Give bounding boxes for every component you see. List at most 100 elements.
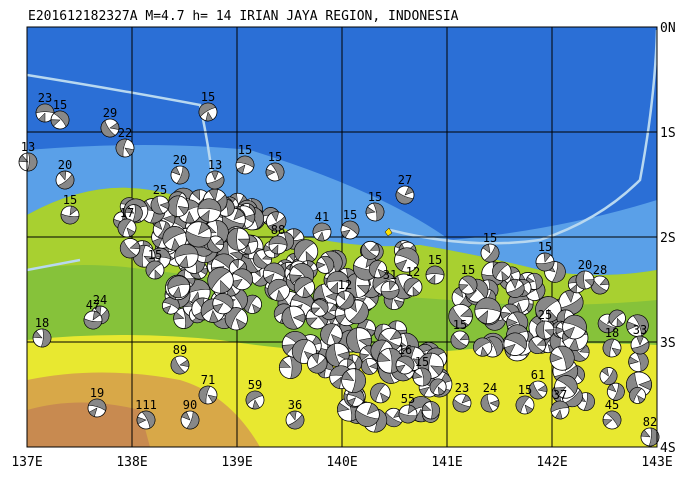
depth-label: 15 <box>461 263 475 277</box>
depth-label: 13 <box>208 158 222 172</box>
focal-mechanism <box>554 375 578 399</box>
depth-label: 37 <box>553 388 567 402</box>
compression <box>197 198 222 223</box>
compression <box>341 368 366 393</box>
compression <box>398 404 418 424</box>
lon-label: 142E <box>536 455 567 470</box>
focal-mechanism <box>268 235 288 255</box>
focal-mechanism <box>452 393 472 413</box>
focal-mechanism <box>535 252 555 272</box>
depth-label: 20 <box>173 153 187 167</box>
depth-label: 25 <box>153 183 167 197</box>
lon-label: 139E <box>221 455 252 470</box>
depth-label: 22 <box>118 126 132 140</box>
compression <box>563 314 587 339</box>
compression <box>224 307 247 330</box>
compression <box>380 280 400 300</box>
focal-mechanism <box>380 280 400 300</box>
compression <box>124 204 143 222</box>
compression <box>554 375 578 397</box>
depth-label: 15 <box>148 248 162 262</box>
focal-mechanism <box>162 226 188 251</box>
compression <box>480 394 500 413</box>
depth-label: 12 <box>338 278 352 292</box>
lat-label: 4S <box>660 441 676 456</box>
compression <box>361 358 378 375</box>
compression <box>325 343 350 367</box>
compression <box>117 218 136 237</box>
compression <box>425 265 445 285</box>
focal-mechanism <box>448 303 473 329</box>
focal-mechanism <box>117 218 137 238</box>
compression <box>452 394 471 413</box>
compression <box>171 166 190 185</box>
compression <box>626 314 649 336</box>
depth-label: 13 <box>21 140 35 154</box>
compression <box>57 170 75 190</box>
depth-label: 20 <box>578 258 592 272</box>
compression <box>267 279 289 302</box>
compression <box>403 277 420 297</box>
focal-mechanism <box>515 395 535 415</box>
depth-label: 88 <box>271 223 285 237</box>
focal-mechanism <box>226 227 250 251</box>
compression <box>395 355 415 373</box>
focal-mechanism <box>492 261 512 282</box>
compression <box>473 337 491 357</box>
focal-mechanism <box>429 378 447 396</box>
depth-label: 36 <box>288 398 302 412</box>
compression <box>492 261 510 281</box>
lon-label: 138E <box>116 455 147 470</box>
compression <box>602 410 622 428</box>
compression <box>326 271 349 294</box>
compression <box>206 170 225 190</box>
compression <box>535 296 559 323</box>
focal-mechanism <box>360 240 380 260</box>
compression <box>629 387 645 404</box>
depth-label: 15 <box>238 143 252 157</box>
focal-mechanism <box>535 320 555 340</box>
compression <box>515 395 534 414</box>
compression <box>607 383 625 401</box>
focal-mechanism <box>395 355 415 375</box>
compression <box>198 102 217 122</box>
compression <box>395 186 414 205</box>
focal-mechanism <box>341 368 366 394</box>
compression <box>162 297 180 314</box>
focal-mechanism <box>55 170 75 190</box>
compression <box>528 382 548 400</box>
depth-label: 15 <box>268 150 282 164</box>
lon-label: 140E <box>326 455 357 470</box>
compression <box>601 367 618 385</box>
focal-mechanism <box>136 410 156 430</box>
focal-mechanism <box>629 387 646 404</box>
focal-mechanism <box>473 337 493 357</box>
focal-mechanism <box>115 138 135 158</box>
focal-mechanism <box>480 243 500 263</box>
lat-label: 0N <box>660 21 676 36</box>
lat-label: 1S <box>660 126 676 141</box>
focal-mechanism <box>340 220 360 240</box>
compression <box>198 385 218 405</box>
compression <box>115 138 135 158</box>
focal-mechanism <box>368 260 388 279</box>
compression <box>226 227 250 251</box>
focal-mechanism <box>562 314 587 340</box>
depth-label: 15 <box>453 318 467 332</box>
focal-mechanism <box>312 222 332 242</box>
depth-label: 24 <box>93 293 107 307</box>
compression <box>236 155 255 174</box>
epicenter-star <box>384 227 393 237</box>
focal-mechanism <box>335 290 355 310</box>
depth-label: 15 <box>518 383 532 397</box>
depth-label: 29 <box>103 106 117 120</box>
focal-mechanism <box>180 410 200 430</box>
focal-mechanism <box>266 211 287 232</box>
compression <box>341 220 360 238</box>
focal-mechanism <box>205 170 225 190</box>
compression <box>549 345 575 370</box>
focal-mechanism <box>170 165 190 185</box>
depth-label: 45 <box>605 398 619 412</box>
focal-mechanism <box>398 404 418 424</box>
depth-label: 89 <box>173 343 187 357</box>
